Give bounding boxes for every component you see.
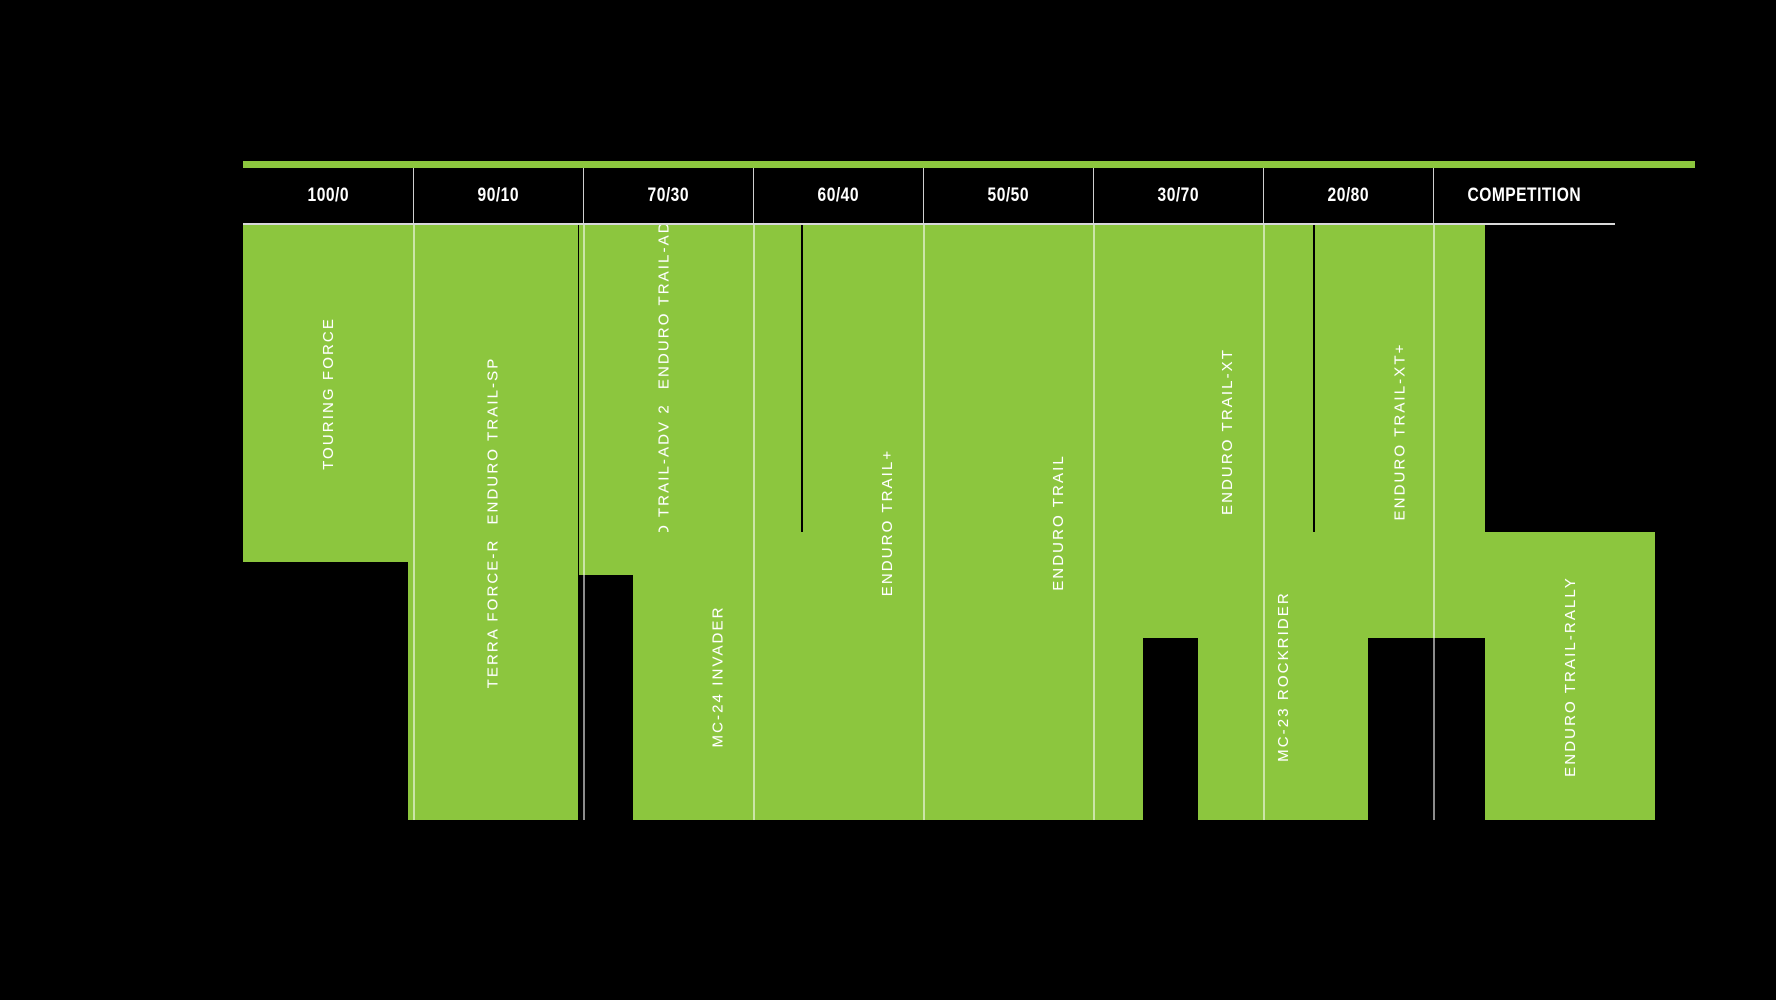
bar-mc-24-invader[interactable]: MC-24 INVADER [633,532,803,820]
bar-label-group: MC-23 ROCKRIDER [1275,591,1292,762]
bar-label-group: TERRA FORCE-R ENDURO TRAIL-SP [485,357,502,689]
bar-enduro-trail-rally[interactable]: ENDURO TRAIL-RALLY [1485,532,1655,820]
bar-label-group: MC-24 INVADER [709,605,726,747]
bar-label: ENDURO TRAIL+ [879,448,897,597]
bar-enduro-trail-xt-plus[interactable]: ENDURO TRAIL-XT+ [1315,225,1485,638]
bar-label: ENDURO TRAIL-XT [1219,347,1237,516]
plot-area: TOURING FORCE TERRA FORCE-R ENDURO TRAIL-S… [243,225,1695,820]
bar-label: TERRA FORCE-R [484,538,502,689]
bar-enduro-trail[interactable]: ENDURO TRAIL [973,225,1143,820]
bar-enduro-trail-adv[interactable]: ENDURO TRAIL-ADV 2 ENDURO TRAIL-ADV* [579,225,749,575]
column-header-competition[interactable]: COMPETITION [1433,168,1615,223]
column-header-label: 60/40 [817,184,860,206]
column-header-50-50[interactable]: 50/50 [923,168,1093,223]
bar-touring-force[interactable]: TOURING FORCE [243,225,413,562]
bar-label-group: ENDURO TRAIL-ADV 2 ENDURO TRAIL-ADV* [656,225,673,575]
bar-adv-extension[interactable] [749,225,801,532]
column-header-30-70[interactable]: 30/70 [1093,168,1263,223]
bar-terra-force-r[interactable]: TERRA FORCE-R ENDURO TRAIL-SP [408,225,578,820]
bar-label: TOURING FORCE [319,317,337,470]
column-header-label: 20/80 [1327,184,1370,206]
column-header-label: 70/30 [647,184,690,206]
bar-label-group: ENDURO TRAIL-XT+ [1392,343,1409,521]
bar-enduro-trail-plus[interactable]: ENDURO TRAIL+ [803,225,973,820]
bar-label: ENDURO TRAIL [1049,454,1067,591]
bar-label: MC-23 ROCKRIDER [1274,590,1292,762]
column-header-label: 30/70 [1157,184,1200,206]
bar-label: ENDURO TRAIL-RALLY [1561,575,1579,777]
bar-label: ENDURO TRAIL-XT+ [1391,342,1409,521]
bar-label-group: ENDURO TRAIL+ [880,449,897,596]
column-header-100-0[interactable]: 100/0 [243,168,413,223]
bar-label-group: ENDURO TRAIL-RALLY [1562,576,1579,777]
bar-label-group: ENDURO TRAIL-XT [1219,348,1236,515]
column-header-60-40[interactable]: 60/40 [753,168,923,223]
column-header-90-10[interactable]: 90/10 [413,168,583,223]
bar-label: MC-24 INVADER [709,604,727,748]
column-header-label: 90/10 [477,184,520,206]
column-header-70-30[interactable]: 70/30 [583,168,753,223]
header-underline [243,223,1615,225]
column-header-20-80[interactable]: 20/80 [1263,168,1433,223]
column-header-label: 100/0 [307,184,349,206]
column-header-label: COMPETITION [1467,184,1582,206]
bar-label-group: ENDURO TRAIL [1049,454,1066,591]
bar-label-group: TOURING FORCE [319,317,336,470]
bar-label: ENDURO TRAIL-SP [484,356,502,525]
bar-label: ENDURO TRAIL-ADV* [655,225,673,389]
column-header-label: 50/50 [987,184,1030,206]
top-accent-rule [243,161,1695,168]
category-header-row: 100/0 90/10 70/30 60/40 50/50 30/70 20/80 COMPE… [243,168,1615,223]
